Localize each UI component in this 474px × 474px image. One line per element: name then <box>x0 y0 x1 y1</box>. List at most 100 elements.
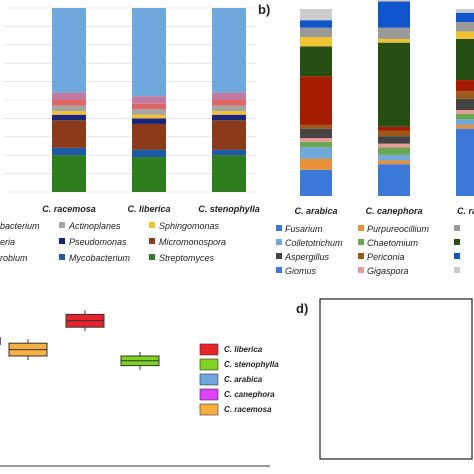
bar-segment-aspergillus <box>300 128 332 139</box>
bar-segment-streptomyces <box>52 155 86 192</box>
legend-swatch-a <box>149 222 155 228</box>
legend-swatch-c <box>199 388 219 401</box>
legend-swatch-b <box>358 253 364 259</box>
legend-swatch-a <box>59 222 65 228</box>
bar-segment-sphingomonas <box>212 111 246 115</box>
bar-segment-gigaspora <box>378 143 410 148</box>
category-label-b: C. arabica <box>294 206 337 216</box>
bar-segment-colletotrichum <box>378 154 410 161</box>
bar-segment-gigaspora <box>300 138 332 142</box>
legend-swatch-c <box>199 403 219 416</box>
legend-swatch-a <box>59 238 65 244</box>
bar-segment-other-1 <box>52 100 86 106</box>
legend-swatch-c <box>199 373 219 386</box>
legend-label-b: Fusarium <box>285 224 323 234</box>
bar-segment-colletotrichum <box>300 147 332 159</box>
bar-segment-fusarium <box>300 169 332 196</box>
bar-segment-other-4 <box>456 22 474 32</box>
bar-segment-pseudomonas <box>52 114 86 121</box>
legend-swatch-b <box>454 253 460 259</box>
legend-label-a: Micromonospora <box>159 237 226 247</box>
panel-label-d: d) <box>296 301 308 316</box>
bar-segment-aspergillus <box>456 98 474 110</box>
bar-segment-micromonospora <box>132 123 166 150</box>
legend-swatch-c <box>199 343 219 356</box>
bar-segment-periconia <box>456 91 474 99</box>
legend-label-a: Pseudomonas <box>69 237 127 247</box>
bar-segment-other-3 <box>378 38 410 43</box>
partial-axis-label: l <box>0 336 1 348</box>
bar-segment-purpureocillium <box>456 124 474 129</box>
bar-segment-micromonospora <box>52 120 86 148</box>
panel-b: b) C. arabica C. canephora C. raca Fusarium P… <box>258 0 474 276</box>
category-label-b: C. canephora <box>365 206 422 216</box>
panel-a: C. racemosa C. liberica C. stenophylla bact… <box>0 7 260 263</box>
bar-segment-other-2 <box>300 46 332 77</box>
bar-segment-mycobacterium <box>132 149 166 158</box>
bar-segment-purpureocillium <box>300 158 332 170</box>
bar-segment-chaetomium <box>456 113 474 120</box>
legend-swatch-b <box>276 267 282 273</box>
bar-segment-other-2 <box>52 92 86 100</box>
bar-segment-other-6 <box>456 9 474 13</box>
panel-b-bg <box>264 0 474 272</box>
legend-swatch-b <box>454 267 460 273</box>
legend-swatch-b <box>358 239 364 245</box>
bar-segment-other-1 <box>212 100 246 106</box>
legend-label-a: Actinoplanes <box>68 221 121 231</box>
bar-segment-actinoplanes <box>52 105 86 112</box>
legend-swatch-a <box>59 254 65 260</box>
legend-label-a: eria <box>0 237 15 247</box>
bar-segment-other-4 <box>300 27 332 38</box>
bar-segment-chaetomium <box>378 147 410 155</box>
bar-segment-colletotrichum <box>456 119 474 125</box>
legend-label-b: Gigaspora <box>367 266 409 276</box>
legend-label-b: Periconia <box>367 252 405 262</box>
legend-label-a: Streptomyces <box>159 253 215 263</box>
legend-label-b: Aspergillus <box>284 252 330 262</box>
bar-segment-other-1 <box>132 103 166 110</box>
bar-segment-fusarium <box>456 128 474 196</box>
bar-segment-periconia <box>378 130 410 137</box>
bar-segment-other-5 <box>300 20 332 28</box>
bar-segment-fusarium <box>378 164 410 196</box>
legend-swatch-b <box>276 225 282 231</box>
legend-swatch-b <box>358 267 364 273</box>
legend-swatch-b <box>276 253 282 259</box>
bar-segment-other-1 <box>378 126 410 131</box>
legend-label-b: Colletotrichum <box>285 238 343 248</box>
legend-label-b: Chaetomium <box>367 238 419 248</box>
panel-c: l C. liberica C. stenophylla C. arabica C. c… <box>0 310 279 467</box>
bar-segment-actinoplanes <box>212 105 246 112</box>
legend-label-a: robium <box>0 253 28 263</box>
legend-label-c: C. arabica <box>224 375 263 384</box>
legend-label-c: C. liberica <box>224 345 263 354</box>
bar-segment-periconia <box>300 124 332 129</box>
legend-label-a: bacterium <box>0 221 40 231</box>
bar-segment-other-3 <box>456 31 474 39</box>
bar-segment-purpureocillium <box>378 160 410 165</box>
legend-swatch-c <box>199 358 219 371</box>
bar-segment-other-4 <box>378 27 410 39</box>
panel-label-b: b) <box>258 2 270 17</box>
bar-segment-other-3 <box>212 8 246 93</box>
bar-segment-chaetomium <box>300 141 332 148</box>
bar-segment-other-3 <box>300 37 332 47</box>
bar-segment-other-2 <box>456 38 474 81</box>
legend-swatch-b <box>454 239 460 245</box>
bar-segment-gigaspora <box>456 109 474 114</box>
bar-segment-sphingomonas <box>132 114 166 119</box>
bar-segment-other-6 <box>300 9 332 21</box>
legend-label-c: C. racemosa <box>224 405 272 414</box>
bar-segment-other-1 <box>456 80 474 92</box>
legend-label-a: Mycobacterium <box>69 253 131 263</box>
bar-segment-other-1 <box>300 76 332 125</box>
category-label-b: C. raca <box>457 206 474 216</box>
bar-segment-sphingomonas <box>52 111 86 115</box>
bar-segment-pseudomonas <box>132 118 166 124</box>
bar-segment-actinoplanes <box>132 109 166 115</box>
category-label-a: C. racemosa <box>42 204 96 214</box>
bar-segment-aspergillus <box>378 136 410 144</box>
bar-segment-other-2 <box>378 42 410 127</box>
legend-label-a: Sphingomonas <box>159 221 220 231</box>
